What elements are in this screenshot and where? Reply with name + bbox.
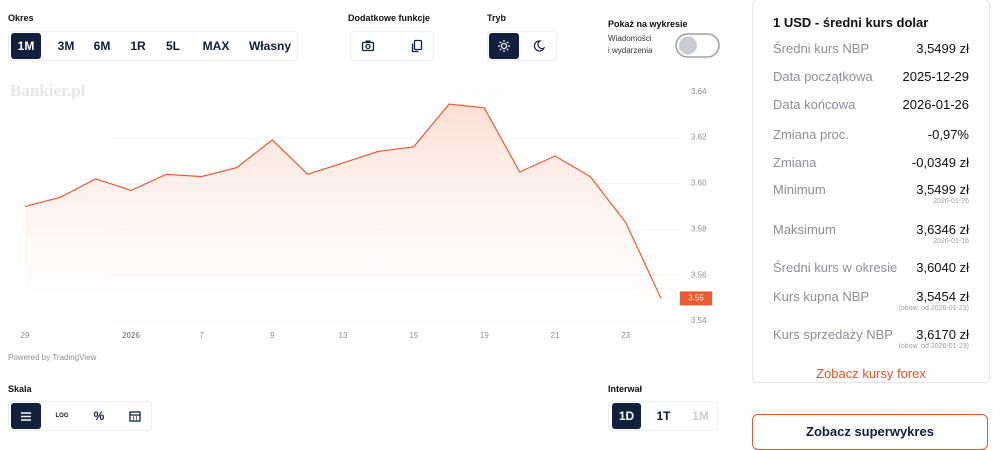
period-button[interactable]: 6M	[93, 39, 111, 53]
row-label: Zmiana	[773, 155, 817, 170]
row-value: 3,5499 zł	[916, 182, 969, 197]
footer-credit: Powered by TradingView	[8, 353, 97, 362]
y-tick-label: 3.64	[691, 87, 707, 96]
toggle-label: i wydarzenia	[608, 46, 653, 55]
scale-group: LOG %	[8, 401, 152, 431]
group-label: Skala	[8, 384, 32, 394]
row-value: 3,6040 zł	[916, 260, 969, 275]
group-label: Dodatkowe funkcje	[348, 13, 431, 23]
row-label: Data początkowa	[773, 69, 873, 84]
row-label: Średni kurs w okresie	[773, 260, 898, 275]
row-note: (obow. od 2026-01-23)	[898, 305, 969, 312]
row-label: Kurs kupna NBP	[773, 289, 870, 304]
period-button[interactable]: MAX	[202, 39, 230, 53]
interval-button: 1M	[692, 409, 709, 423]
period-button[interactable]: 5L	[165, 39, 180, 53]
watermark: Bankier.pl	[10, 81, 86, 100]
light-mode-button[interactable]	[489, 33, 519, 59]
row-value: 2026-01-26	[902, 97, 970, 112]
group-label: Pokaż na wykresie	[608, 19, 688, 29]
summary-panel: 1 USD - średni kurs dolar Średni kurs NB…	[752, 0, 990, 383]
group-label: Okres	[8, 13, 34, 23]
row-label: Minimum	[773, 182, 826, 197]
row-value: 3,6170 zł	[916, 327, 969, 342]
period-button[interactable]: 1R	[130, 39, 146, 53]
row-note: 2026-01-26	[933, 198, 969, 205]
row-label: Średni kurs NBP	[773, 41, 870, 56]
camera-icon[interactable]	[361, 39, 375, 53]
row-value: -0,0349 zł	[911, 155, 969, 170]
x-tick-label: 29	[21, 331, 30, 340]
x-tick-label: 23	[621, 331, 630, 340]
price-label-box	[680, 291, 712, 306]
period-button[interactable]: 1M	[11, 33, 41, 59]
toggle-label: Wiadomości	[608, 34, 652, 43]
period-button[interactable]: 3M	[57, 39, 75, 53]
linear-scale-button[interactable]	[11, 403, 41, 429]
dark-mode-button[interactable]	[532, 39, 546, 53]
period-button[interactable]: Własny	[248, 39, 291, 53]
x-tick-label: 19	[480, 331, 489, 340]
summary-title: 1 USD - średni kurs dolar	[773, 15, 929, 30]
x-tick-label: 21	[551, 331, 560, 340]
price-line	[24, 103, 662, 299]
chart: Bankier.pl Powered by TradingView 3.54 3.…	[8, 81, 712, 362]
copy-icon[interactable]	[410, 39, 424, 53]
y-tick-label: 3.62	[691, 133, 707, 142]
group-label: Tryb	[487, 13, 507, 23]
y-tick-label: 3.56	[691, 270, 707, 279]
interval-button[interactable]: 1D	[612, 403, 641, 429]
interval-button[interactable]: 1T	[656, 409, 671, 423]
y-tick-label: 3.60	[691, 179, 707, 188]
row-value: 3,6346 zł	[916, 222, 969, 237]
x-tick-label: 13	[339, 331, 348, 340]
row-label: Zmiana proc.	[773, 127, 849, 142]
x-tick-label: 15	[409, 331, 418, 340]
price-label: 3.55	[688, 294, 704, 303]
percent-scale-button[interactable]: %	[93, 409, 105, 423]
row-value: 3,5454 zł	[916, 289, 969, 304]
x-tick-label: 2026	[122, 331, 140, 340]
row-note: (obow. od 2026-01-23)	[898, 343, 969, 350]
row-value: -0,97%	[927, 127, 969, 142]
y-tick-label: 3.54	[691, 316, 707, 325]
extras-group	[350, 31, 434, 61]
interval-group: 1D 1T 1M	[608, 401, 718, 431]
area-fill	[25, 104, 661, 328]
page: Bankier.pl Powered by TradingView 3.54 3.…	[8, 0, 990, 450]
x-tick-label: 7	[199, 331, 204, 340]
y-tick-label: 3.58	[691, 224, 707, 233]
group-label: Interwał	[608, 384, 643, 394]
calendar-button[interactable]	[129, 410, 141, 422]
forex-link[interactable]: Zobacz kursy forex	[816, 366, 926, 381]
row-value: 3,5499 zł	[916, 41, 969, 56]
log-scale-button[interactable]: LOG	[55, 413, 69, 419]
mode-group	[487, 31, 557, 61]
cta-button[interactable]: Zobacz superwykres	[752, 414, 988, 450]
row-label: Maksimum	[773, 222, 836, 237]
row-label: Data końcowa	[773, 97, 856, 112]
period-group: 1M 3M 6M 1R 5L MAX Własny	[8, 31, 298, 61]
row-value: 2025-12-29	[902, 69, 970, 84]
row-note: 2026-01-16	[933, 238, 969, 245]
toggle-switch[interactable]	[675, 33, 721, 59]
x-tick-label: 9	[270, 331, 275, 340]
row-label: Kurs sprzedaży NBP	[773, 327, 893, 342]
